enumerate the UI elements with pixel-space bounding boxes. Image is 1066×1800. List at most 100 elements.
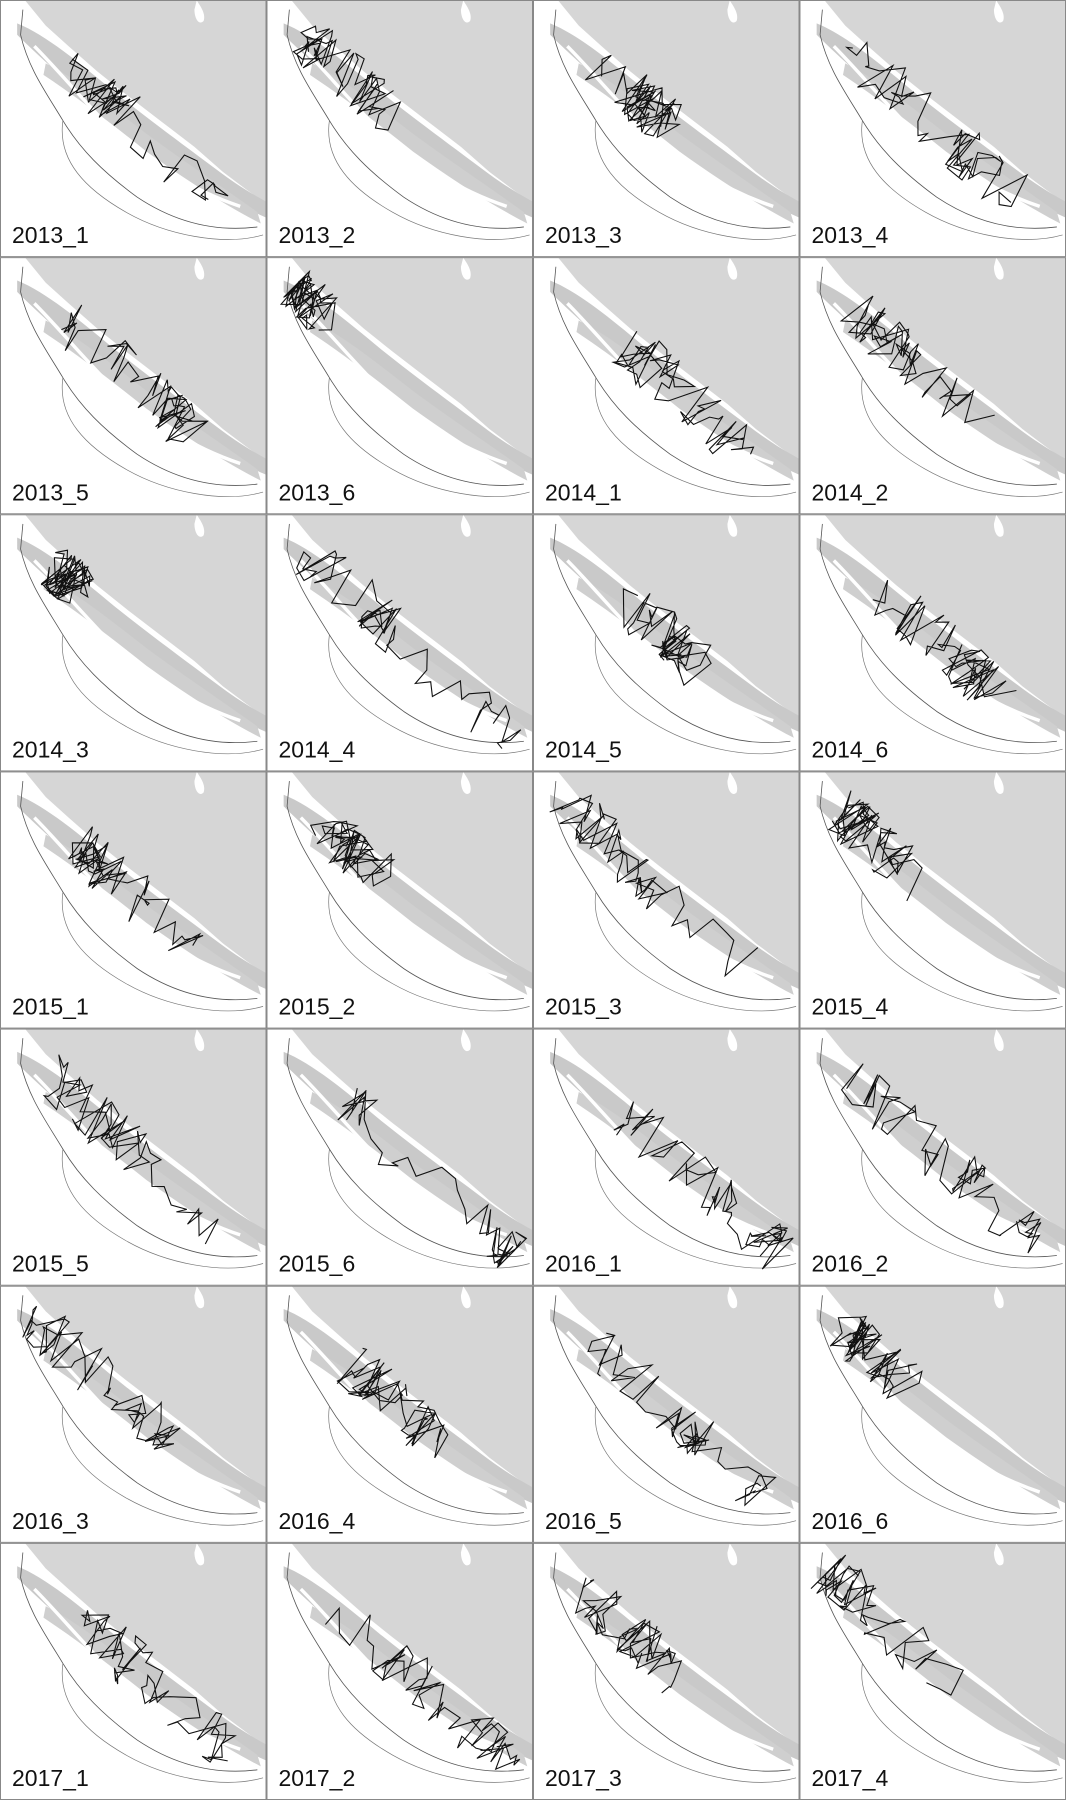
- panel-border: [0, 257, 267, 515]
- panel-label: 2013_6: [279, 479, 356, 505]
- base-map: [0, 514, 267, 772]
- track: [295, 550, 522, 749]
- panel-label: 2016_5: [545, 1508, 622, 1534]
- map-panel: 2017_1: [0, 1542, 267, 1800]
- panel-label: 2013_3: [545, 222, 622, 248]
- panel-label: 2017_1: [12, 1765, 89, 1791]
- panel-label: 2016_6: [812, 1508, 889, 1534]
- base-map: [266, 257, 533, 515]
- track: [574, 1577, 683, 1694]
- track: [549, 794, 759, 978]
- track: [336, 1347, 449, 1459]
- map-panel: 2014_4: [266, 514, 533, 772]
- track: [613, 1101, 794, 1270]
- panel-border: [0, 771, 267, 1029]
- map-panel: 2013_2: [266, 0, 533, 258]
- panel-label: 2016_1: [545, 1251, 622, 1277]
- base-map: [533, 771, 800, 1029]
- base-map: [799, 1028, 1066, 1286]
- base-map: [799, 514, 1066, 772]
- map-panel: 2015_3: [533, 771, 800, 1029]
- base-map: [799, 771, 1066, 1029]
- panel-border: [266, 1285, 533, 1543]
- map-panel: 2014_2: [799, 257, 1066, 515]
- panel-label: 2015_6: [279, 1251, 356, 1277]
- map-panel: 2017_4: [799, 1542, 1066, 1800]
- panel-label: 2017_4: [812, 1765, 889, 1791]
- map-panel: 2017_2: [266, 1542, 533, 1800]
- track: [68, 826, 204, 952]
- base-map: [0, 1028, 267, 1286]
- panel-border: [266, 257, 533, 515]
- track: [844, 41, 1029, 208]
- panel-label: 2015_2: [279, 994, 356, 1020]
- panel-border: [266, 514, 533, 772]
- base-map: [266, 514, 533, 772]
- map-panel: 2015_6: [266, 1028, 533, 1286]
- panel-label: 2016_4: [279, 1508, 356, 1534]
- panel-border: [266, 0, 533, 258]
- track: [22, 1305, 181, 1450]
- base-map: [799, 0, 1066, 258]
- base-map: [799, 1285, 1066, 1543]
- base-map: [0, 771, 267, 1029]
- track: [40, 549, 95, 604]
- panel-label: 2014_4: [279, 736, 356, 762]
- map-panel: 2016_5: [533, 1285, 800, 1543]
- map-panel: 2014_1: [533, 257, 800, 515]
- track: [279, 269, 338, 331]
- map-panel: 2016_6: [799, 1285, 1066, 1543]
- track: [829, 1315, 923, 1400]
- track: [840, 1063, 1042, 1254]
- base-map: [266, 1285, 533, 1543]
- map-panel: 2016_3: [0, 1285, 267, 1543]
- track: [585, 54, 682, 139]
- panel-label: 2014_5: [545, 736, 622, 762]
- panel-label: 2016_3: [12, 1508, 89, 1534]
- map-panel: 2013_5: [0, 257, 267, 515]
- track: [587, 1332, 777, 1507]
- track: [309, 820, 396, 887]
- track: [622, 588, 712, 687]
- track: [337, 1087, 528, 1269]
- map-panel: 2015_5: [0, 1028, 267, 1286]
- panel-label: 2013_2: [279, 222, 356, 248]
- panel-border: [0, 1285, 267, 1543]
- panel-border: [533, 257, 800, 515]
- map-panel: 2013_6: [266, 257, 533, 515]
- track: [810, 1554, 964, 1696]
- panel-label: 2014_6: [812, 736, 889, 762]
- base-map: [533, 1285, 800, 1543]
- track: [292, 25, 402, 131]
- track: [324, 1606, 521, 1771]
- panel-label: 2017_3: [545, 1765, 622, 1791]
- panel-label: 2013_4: [812, 222, 889, 248]
- panel-border: [266, 1028, 533, 1286]
- base-map: [0, 257, 267, 515]
- track: [611, 330, 755, 455]
- panel-label: 2016_2: [812, 1251, 889, 1277]
- panel-border: [533, 0, 800, 258]
- panel-label: 2015_4: [812, 994, 889, 1020]
- map-panel: 2014_3: [0, 514, 267, 772]
- panel-border: [533, 1028, 800, 1286]
- track: [872, 579, 1017, 701]
- map-panel: 2013_1: [0, 0, 267, 258]
- panel-label: 2015_3: [545, 994, 622, 1020]
- base-map: [266, 771, 533, 1029]
- map-panel: 2017_3: [533, 1542, 800, 1800]
- base-map: [533, 1542, 800, 1800]
- map-panel: 2014_5: [533, 514, 800, 772]
- map-panel: 2016_2: [799, 1028, 1066, 1286]
- base-map: [0, 0, 267, 258]
- map-panel: 2015_1: [0, 771, 267, 1029]
- panel-label: 2013_5: [12, 479, 89, 505]
- panel-border: [533, 514, 800, 772]
- panel-label: 2014_1: [545, 479, 622, 505]
- map-panel: 2015_2: [266, 771, 533, 1029]
- track: [61, 304, 209, 443]
- panel-label: 2015_5: [12, 1251, 89, 1277]
- panel-label: 2013_1: [12, 222, 89, 248]
- panel-border: [266, 771, 533, 1029]
